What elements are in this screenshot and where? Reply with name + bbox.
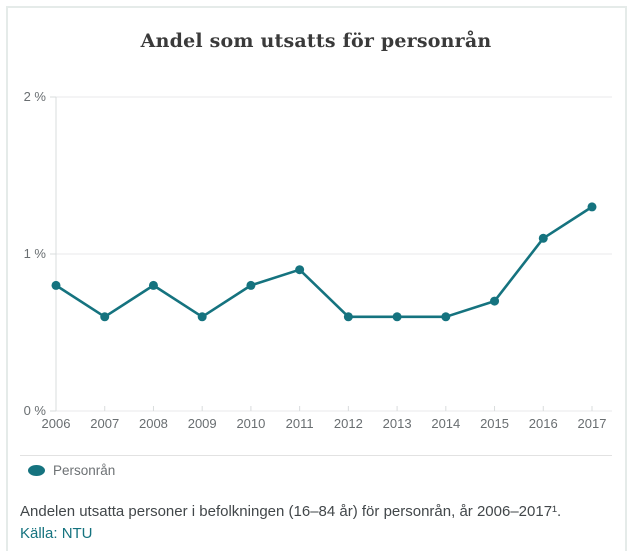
svg-text:2014: 2014 bbox=[431, 416, 460, 431]
legend-divider bbox=[20, 455, 612, 456]
svg-text:2015: 2015 bbox=[480, 416, 509, 431]
svg-text:2008: 2008 bbox=[139, 416, 168, 431]
svg-text:0 %: 0 % bbox=[24, 403, 47, 418]
svg-text:2012: 2012 bbox=[334, 416, 363, 431]
svg-text:2017: 2017 bbox=[578, 416, 607, 431]
svg-text:2006: 2006 bbox=[42, 416, 71, 431]
svg-text:2009: 2009 bbox=[188, 416, 217, 431]
chart-title: Andel som utsatts för personrån bbox=[140, 30, 492, 52]
caption-text: Andelen utsatta personer i befolkningen … bbox=[20, 503, 562, 520]
legend-item-label: Personrån bbox=[53, 463, 116, 478]
legend-item-personran[interactable]: Personrån bbox=[28, 463, 115, 478]
chart-caption: Andelen utsatta personer i befolkningen … bbox=[20, 501, 620, 545]
legend-marker-icon bbox=[28, 465, 45, 476]
svg-text:2011: 2011 bbox=[286, 416, 314, 431]
source-link[interactable]: Källa: NTU bbox=[20, 525, 93, 542]
svg-text:2010: 2010 bbox=[236, 416, 265, 431]
svg-text:1 %: 1 % bbox=[24, 246, 47, 261]
svg-text:2016: 2016 bbox=[529, 416, 558, 431]
svg-text:2 %: 2 % bbox=[24, 89, 47, 104]
svg-text:2007: 2007 bbox=[90, 416, 119, 431]
line-chart[interactable]: 0 % 1 % 2 % 2006 2007 2008 2009 2010 2011 2012 201… bbox=[0, 0, 632, 460]
svg-text:2013: 2013 bbox=[383, 416, 412, 431]
